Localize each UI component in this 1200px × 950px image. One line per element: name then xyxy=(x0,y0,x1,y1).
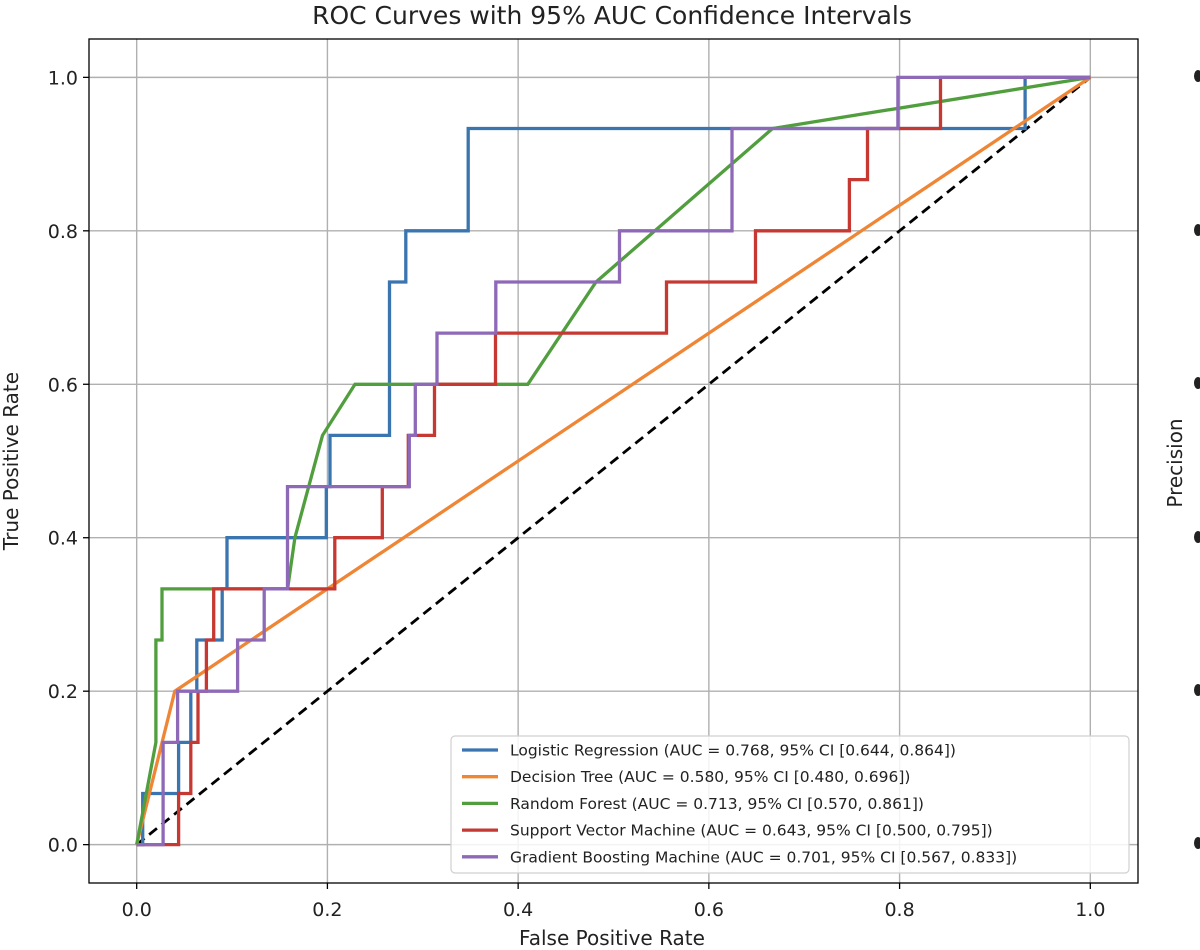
legend-entry-label: Gradient Boosting Machine (AUC = 0.701, … xyxy=(510,848,1017,866)
y-axis-label: True Positive Rate xyxy=(0,372,23,551)
roc-curve-5 xyxy=(136,75,1091,847)
x-axis-ticks: 0.0 0.2 0.4 0.6 0.8 1.0 xyxy=(122,883,1105,921)
roc-curve-1 xyxy=(136,75,1091,847)
legend-entry-label: Logistic Regression (AUC = 0.768, 95% CI… xyxy=(510,742,956,760)
chart-title: ROC Curves with 95% AUC Confidence Inter… xyxy=(312,1,912,30)
x-tick-label: 0.4 xyxy=(503,899,533,921)
y-axis-ticks: 0.0 0.2 0.4 0.6 0.8 1.0 xyxy=(48,67,89,857)
chance-diagonal-line xyxy=(135,76,1092,846)
clipped-tick-glyph xyxy=(1194,377,1200,389)
y-tick-label: 0.2 xyxy=(48,681,78,703)
x-tick-label: 0.2 xyxy=(312,899,342,921)
adjacent-precision-panel: Precision xyxy=(1163,70,1200,849)
plot-frame xyxy=(88,38,1139,884)
precision-axis-label: Precision xyxy=(1163,418,1187,507)
series-layer xyxy=(135,75,1092,847)
clipped-tick-glyph xyxy=(1194,531,1200,543)
clipped-tick-glyph xyxy=(1194,224,1200,236)
x-axis-label: False Positive Rate xyxy=(519,926,705,950)
x-tick-label: 1.0 xyxy=(1075,899,1105,921)
roc-curve-2 xyxy=(135,76,1092,845)
legend: Logistic Regression (AUC = 0.768, 95% CI… xyxy=(450,735,1130,874)
y-tick-label: 1.0 xyxy=(48,67,78,89)
legend-entry-label: Decision Tree (AUC = 0.580, 95% CI [0.48… xyxy=(510,768,910,786)
y-tick-label: 0.6 xyxy=(48,374,78,396)
x-tick-label: 0.8 xyxy=(884,899,914,921)
legend-entry-label: Support Vector Machine (AUC = 0.643, 95%… xyxy=(510,822,993,840)
y-tick-label: 0.4 xyxy=(48,528,78,550)
clipped-tick-glyph xyxy=(1194,684,1200,696)
legend-entry-label: Random Forest (AUC = 0.713, 95% CI [0.57… xyxy=(510,795,924,813)
legend-box xyxy=(450,735,1130,874)
x-tick-label: 0.0 xyxy=(122,899,152,921)
clipped-tick-glyph xyxy=(1194,70,1200,82)
y-tick-label: 0.0 xyxy=(48,835,78,857)
y-tick-label: 0.8 xyxy=(48,221,78,243)
clipped-tick-glyph xyxy=(1194,837,1200,849)
chance-line-layer xyxy=(135,76,1092,846)
x-tick-label: 0.6 xyxy=(694,899,724,921)
grid xyxy=(89,39,1138,883)
